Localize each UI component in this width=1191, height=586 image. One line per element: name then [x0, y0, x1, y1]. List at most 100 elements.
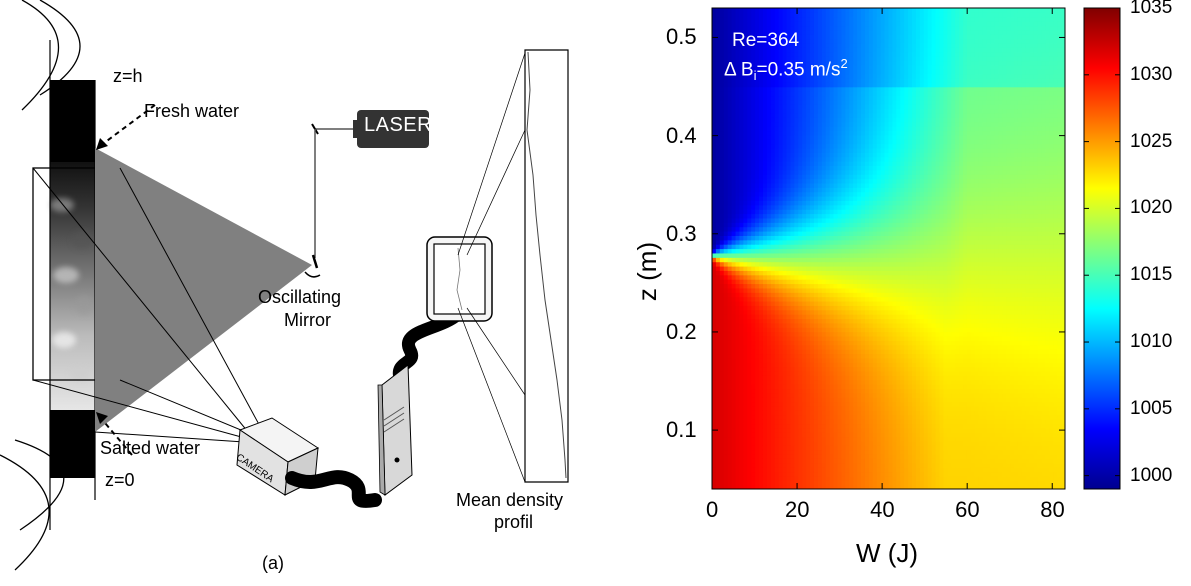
heatmap-cell	[762, 147, 768, 153]
heatmap-cell	[712, 331, 717, 337]
heatmap-cell	[853, 344, 858, 350]
heatmap-cell	[774, 471, 780, 477]
heatmap-cell	[739, 375, 744, 381]
heatmap-cell	[782, 12, 788, 18]
heatmap-cell	[810, 147, 815, 153]
heatmap-cell	[884, 388, 890, 394]
heatmap-cell	[743, 362, 748, 368]
heatmap-cell	[778, 322, 784, 328]
heatmap-cell	[868, 357, 874, 363]
heatmap-cell	[817, 454, 823, 459]
heatmap-cell	[731, 42, 737, 48]
density-profile-panel	[524, 49, 569, 483]
heatmap-cell	[739, 296, 744, 302]
heatmap-cell	[715, 480, 721, 486]
heatmap-cell	[743, 274, 748, 280]
heatmap-cell	[751, 248, 756, 254]
heatmap-cell	[755, 357, 760, 363]
heatmap-cell	[719, 414, 725, 420]
heatmap-cell	[806, 117, 811, 123]
heatmap-cell	[774, 231, 780, 236]
heatmap-cell	[825, 174, 831, 180]
heatmap-cell	[841, 261, 846, 267]
heatmap-cell	[837, 484, 843, 489]
heatmap-cell	[719, 139, 725, 145]
heatmap-cell	[821, 436, 827, 442]
heatmap-cell	[759, 38, 764, 44]
heatmap-cell	[786, 178, 792, 184]
heatmap-cell	[712, 130, 717, 136]
heatmap-cell	[778, 60, 784, 66]
heatmap-cell	[841, 95, 846, 101]
heatmap-cell	[868, 484, 874, 489]
heatmap-cell	[833, 379, 839, 385]
heatmap-cell	[731, 51, 737, 57]
heatmap-cell	[868, 244, 874, 250]
heatmap-cell	[723, 134, 729, 140]
heatmap-cell	[853, 335, 858, 341]
heatmap-cell	[778, 257, 784, 263]
heatmap-cell	[747, 161, 752, 167]
heatmap-cell	[739, 292, 744, 298]
heatmap-cell	[712, 235, 717, 241]
heatmap-cell	[786, 300, 792, 306]
heatmap-cell	[751, 38, 756, 44]
heatmap-cell	[802, 484, 807, 489]
heatmap-cell	[861, 366, 866, 372]
heatmap-cell	[712, 86, 717, 92]
heatmap-cell	[770, 458, 776, 464]
heatmap-cell	[857, 69, 862, 75]
heatmap-cell	[861, 60, 866, 66]
heatmap-cell	[786, 86, 792, 92]
heatmap-cell	[864, 187, 870, 193]
heatmap-cell	[880, 8, 886, 13]
heatmap-cell	[861, 117, 866, 123]
heatmap-cell	[802, 471, 807, 477]
heatmap-cell	[747, 392, 752, 398]
heatmap-cell	[829, 64, 835, 70]
heatmap-cell	[861, 239, 866, 245]
heatmap-cell	[735, 340, 741, 346]
heatmap-cell	[825, 375, 831, 381]
heatmap-cell	[747, 121, 752, 127]
heatmap-cell	[715, 42, 721, 48]
heatmap-cell	[884, 38, 890, 44]
heatmap-cell	[837, 161, 843, 167]
heatmap-cell	[853, 51, 858, 57]
heatmap-cell	[825, 318, 831, 324]
heatmap-cell	[837, 292, 843, 298]
heatmap-cell	[719, 467, 725, 473]
heatmap-cell	[872, 130, 878, 136]
heatmap-cell	[829, 375, 835, 381]
heatmap-cell	[755, 287, 760, 293]
heatmap-cell	[739, 401, 744, 407]
heatmap-cell	[774, 169, 780, 175]
heatmap-cell	[770, 296, 776, 302]
heatmap-cell	[762, 462, 768, 468]
heatmap-cell	[766, 366, 772, 372]
heatmap-cell	[735, 69, 741, 75]
heatmap-cell	[739, 182, 744, 188]
heatmap-cell	[747, 147, 752, 153]
heatmap-cell	[715, 375, 721, 381]
heatmap-cell	[743, 112, 748, 118]
heatmap-cell	[762, 449, 768, 455]
heatmap-cell	[751, 112, 756, 118]
heatmap-cell	[825, 187, 831, 193]
heatmap-cell	[880, 139, 886, 145]
heatmap-cell	[857, 287, 862, 293]
heatmap-cell	[864, 480, 870, 486]
heatmap-cell	[723, 384, 729, 390]
heatmap-cell	[774, 248, 780, 254]
heatmap-cell	[743, 126, 748, 132]
heatmap-cell	[825, 8, 831, 13]
heatmap-cell	[880, 191, 886, 197]
heatmap-cell	[853, 60, 858, 66]
heatmap-cell	[837, 191, 843, 197]
heatmap-cell	[837, 143, 843, 149]
heatmap-cell	[782, 126, 788, 132]
heatmap-cell	[868, 274, 874, 280]
heatmap-cell	[731, 427, 737, 433]
heatmap-cell	[755, 379, 760, 385]
heatmap-cell	[857, 471, 862, 477]
